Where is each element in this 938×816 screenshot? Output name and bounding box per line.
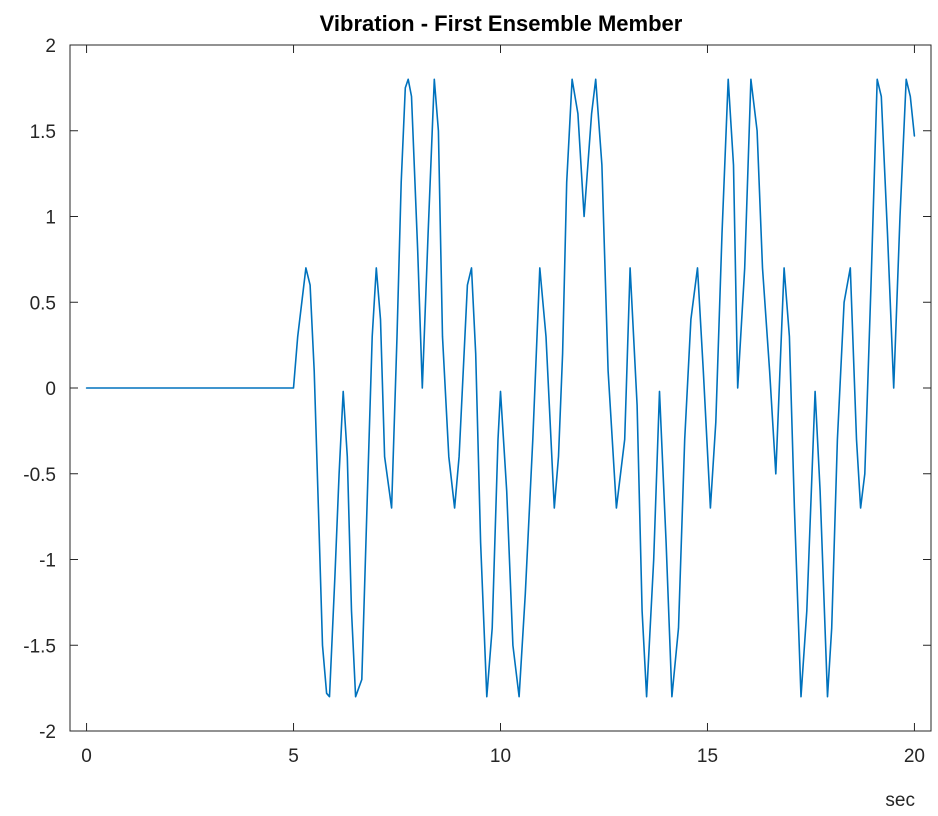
x-tick-label: 5: [288, 746, 299, 767]
x-tick-label: 20: [904, 746, 925, 767]
chart-title: Vibration - First Ensemble Member: [320, 11, 683, 36]
series-line-1: [85, 78, 916, 698]
y-tick-label: 0.5: [30, 293, 56, 314]
x-tick-label: 15: [697, 746, 718, 767]
y-tick-label: 1: [45, 208, 56, 229]
y-tick-label: -1.5: [23, 636, 56, 657]
x-tick-label: 0: [81, 746, 92, 767]
y-axis: 2 1.5 1 0.5 0 -0.5 -1 -1.5 -2: [23, 36, 931, 743]
y-tick-label: 0: [45, 379, 56, 400]
x-axis-label: sec: [885, 790, 915, 811]
y-tick-label: -1: [39, 551, 56, 572]
y-tick-label: 2: [45, 36, 56, 57]
x-axis: 0 5 10 15 20: [81, 45, 925, 767]
y-tick-label: -2: [39, 722, 56, 743]
x-tick-label: 10: [490, 746, 511, 767]
y-tick-label: 1.5: [30, 122, 56, 143]
y-tick-label: -0.5: [23, 465, 56, 486]
plot-area: [69, 44, 932, 732]
